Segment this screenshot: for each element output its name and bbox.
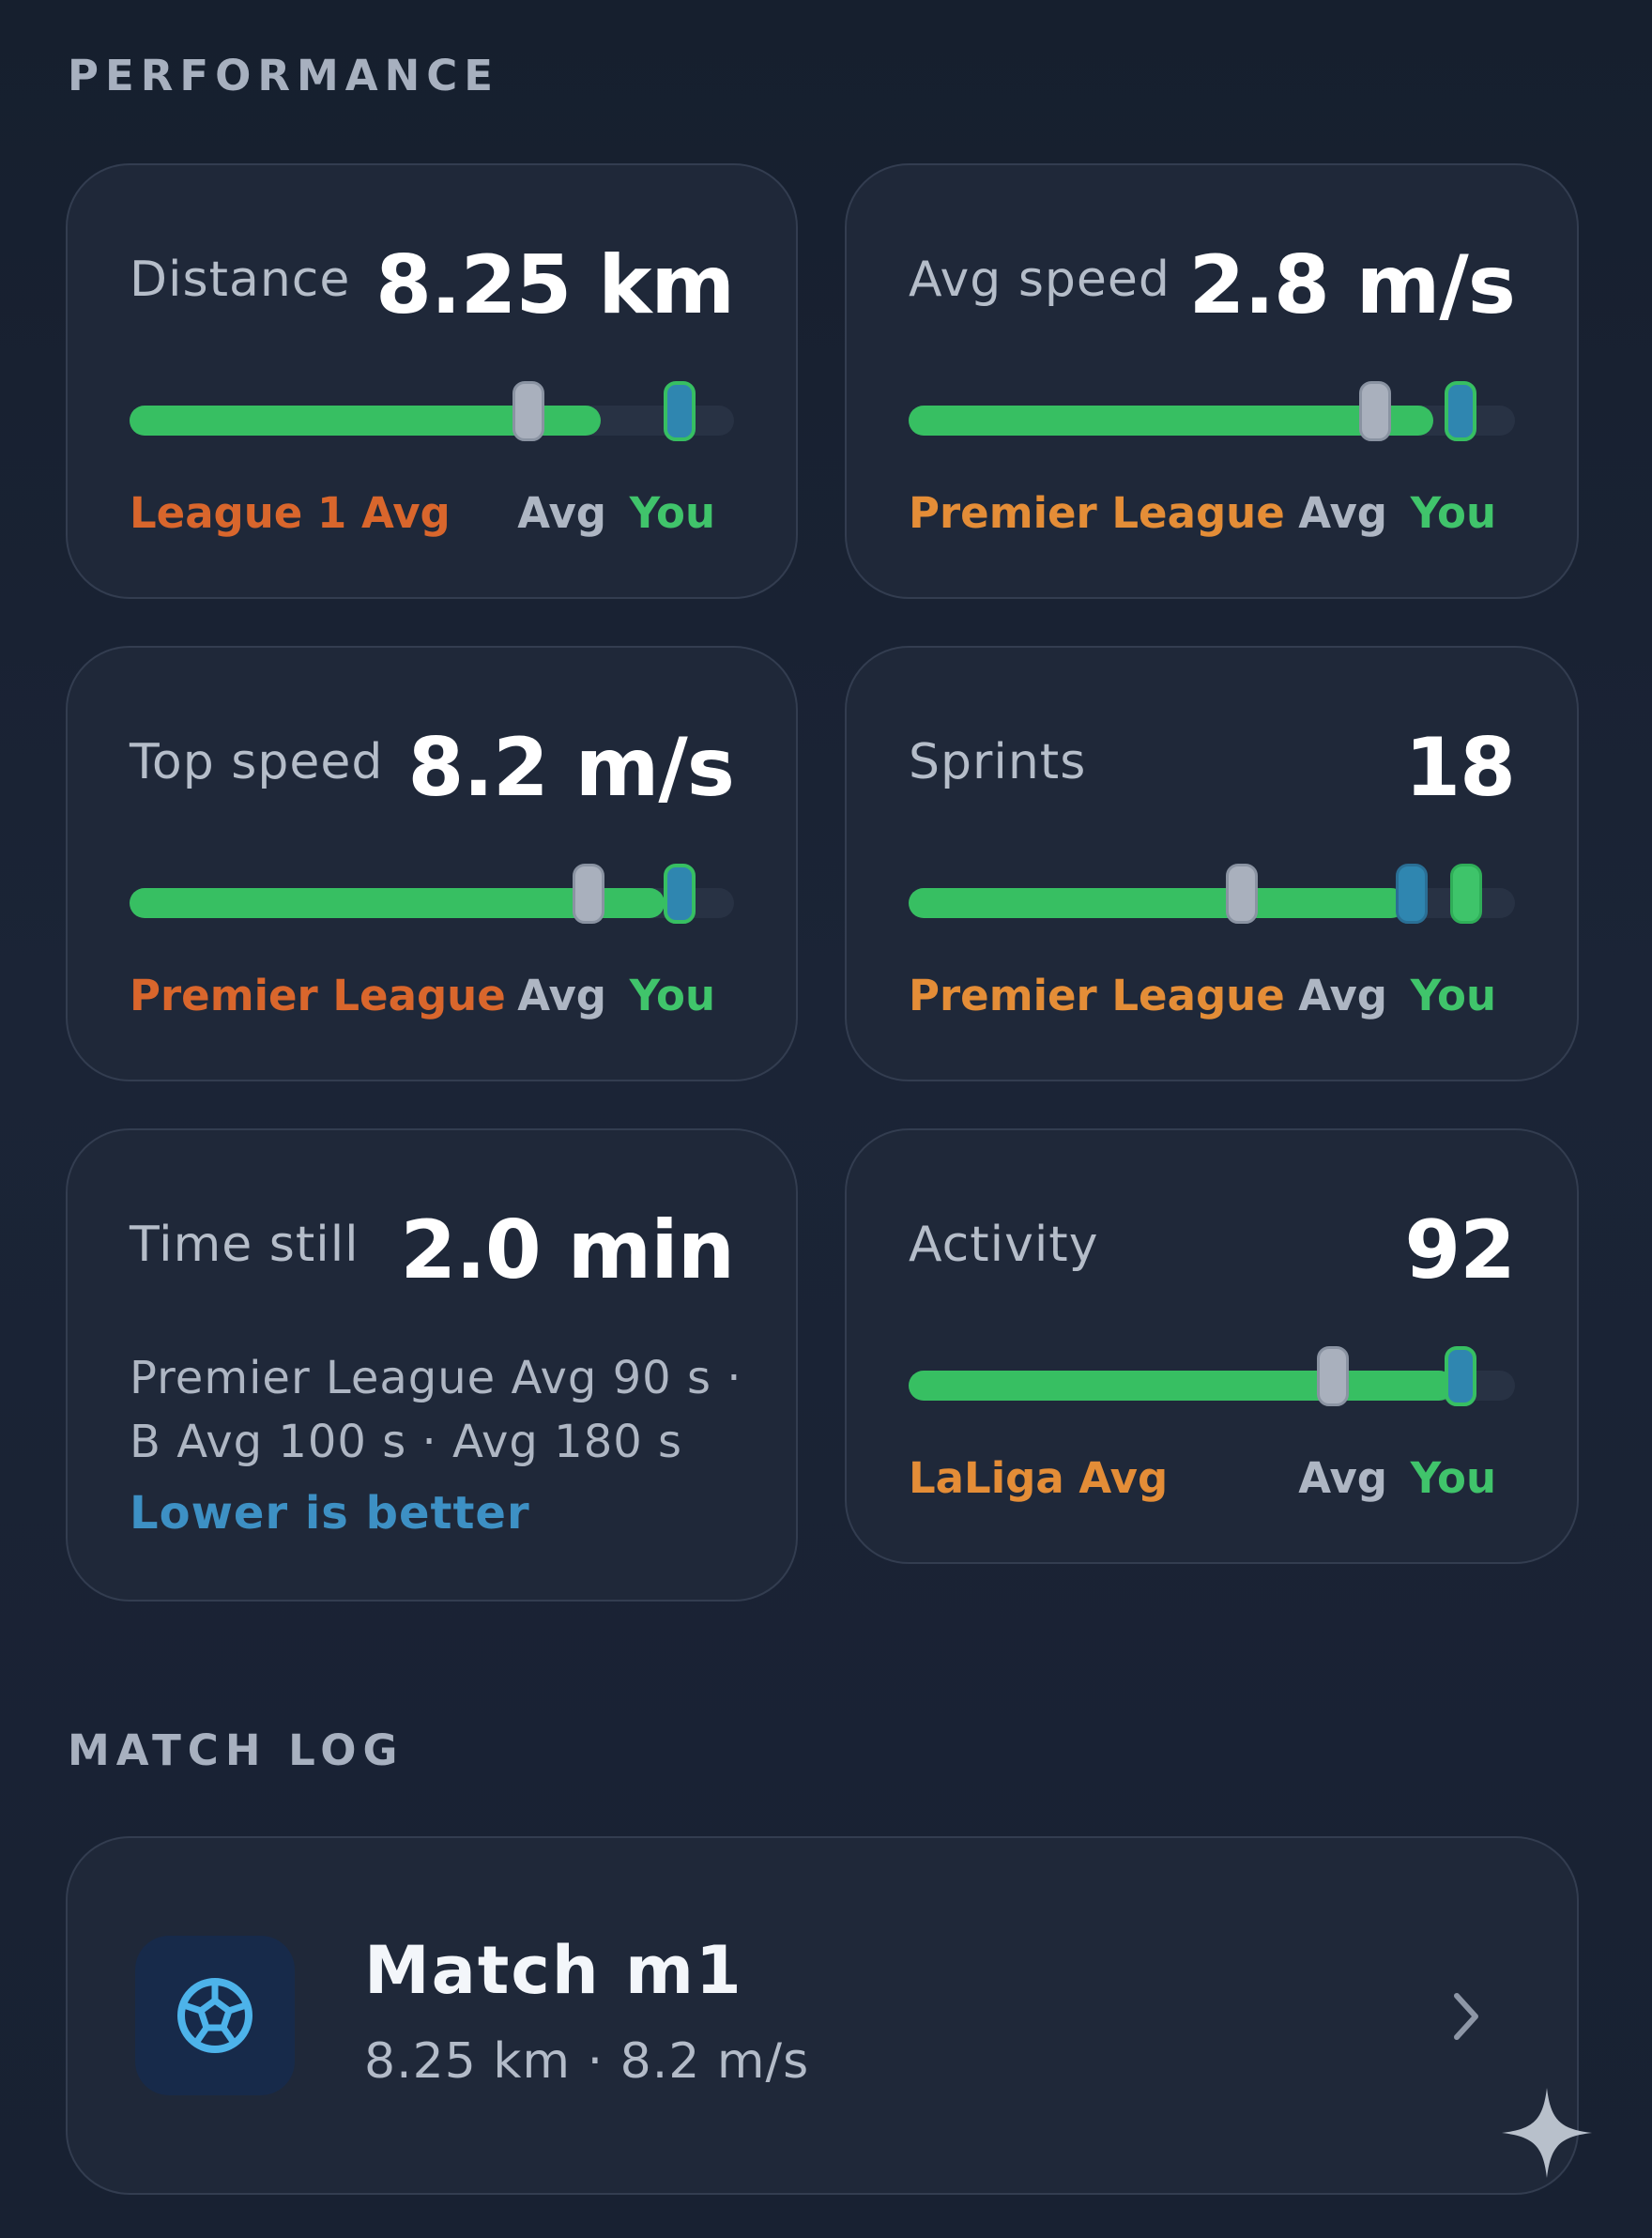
sprints-bar xyxy=(909,864,1515,924)
sprints-legend: Premier League Avg You xyxy=(909,971,1515,1027)
league-legend-label: LaLiga Avg xyxy=(909,1453,1169,1503)
avg-speed-label: Avg speed xyxy=(909,252,1170,308)
top-speed-bar xyxy=(130,864,734,924)
match-subtitle: 8.25 km · 8.2 m/s xyxy=(364,2033,810,2090)
league-legend-label: Premier League xyxy=(909,971,1285,1020)
you-legend-label: You xyxy=(1410,1453,1496,1503)
performance-section-title: PERFORMANCE xyxy=(68,51,500,100)
you-legend-label: You xyxy=(1410,488,1496,538)
time-still-description: Premier League Avg 90 s · B Avg 100 s · … xyxy=(130,1352,742,1468)
top-speed-label: Top speed xyxy=(130,734,384,790)
activity-bar-fill xyxy=(909,1371,1455,1401)
sprints-value: 18 xyxy=(1404,721,1516,815)
you-legend-label: You xyxy=(629,488,715,538)
time-still-label: Time still xyxy=(130,1217,359,1273)
time-still-card[interactable]: Time still 2.0 min Premier League Avg 90… xyxy=(66,1128,798,1602)
match-log-section-title: MATCH LOG xyxy=(68,1725,405,1775)
you-marker xyxy=(1450,864,1483,924)
activity-card[interactable]: Activity 92 LaLiga Avg Avg You xyxy=(845,1128,1579,1564)
you-marker xyxy=(664,864,696,924)
avg-speed-card[interactable]: Avg speed 2.8 m/s Premier League Avg You xyxy=(845,163,1579,599)
league-marker xyxy=(1226,864,1259,924)
league-legend-label: Premier League xyxy=(130,971,506,1020)
activity-legend: LaLiga Avg Avg You xyxy=(909,1453,1515,1510)
match-icon-tile xyxy=(135,1936,295,2095)
you-legend-label: You xyxy=(629,971,715,1020)
chevron-right-icon[interactable] xyxy=(1449,1990,1483,2043)
you-legend-label: You xyxy=(1410,971,1496,1020)
avg-speed-legend: Premier League Avg You xyxy=(909,488,1515,544)
avg-legend-label: Avg xyxy=(517,488,606,538)
top-speed-legend: Premier League Avg You xyxy=(130,971,734,1027)
league-marker xyxy=(1359,381,1392,441)
league-marker xyxy=(573,864,605,924)
activity-bar xyxy=(909,1346,1515,1406)
avg-speed-value: 2.8 m/s xyxy=(1188,238,1516,332)
sprints-bar-fill xyxy=(909,888,1406,918)
league-legend-label: League 1 Avg xyxy=(130,488,451,538)
match-log-item[interactable]: Match m1 8.25 km · 8.2 m/s xyxy=(66,1836,1579,2195)
time-still-value: 2.0 min xyxy=(400,1203,735,1297)
activity-value: 92 xyxy=(1404,1203,1516,1297)
league-marker xyxy=(512,381,545,441)
sparkle-icon[interactable] xyxy=(1500,2086,1594,2180)
sprints-card[interactable]: Sprints 18 Premier League Avg You xyxy=(845,646,1579,1081)
league-marker xyxy=(1317,1346,1350,1406)
avg-speed-bar xyxy=(909,381,1515,441)
distance-legend: League 1 Avg Avg You xyxy=(130,488,734,544)
soccer-ball-icon xyxy=(177,1978,252,2053)
top-speed-value: 8.2 m/s xyxy=(407,721,735,815)
distance-card[interactable]: Distance 8.25 km League 1 Avg Avg You xyxy=(66,163,798,599)
you-marker xyxy=(1444,381,1476,441)
you-marker xyxy=(664,381,696,441)
avg-legend-label: Avg xyxy=(1298,971,1387,1020)
you-marker xyxy=(1444,1346,1476,1406)
distance-label: Distance xyxy=(130,252,351,308)
avg-legend-label: Avg xyxy=(1298,1453,1387,1503)
match-title: Match m1 xyxy=(364,1932,743,2009)
activity-label: Activity xyxy=(909,1217,1099,1273)
avg-legend-label: Avg xyxy=(517,971,606,1020)
top-speed-card[interactable]: Top speed 8.2 m/s Premier League Avg You xyxy=(66,646,798,1081)
avg-speed-bar-fill xyxy=(909,406,1433,436)
distance-value: 8.25 km xyxy=(375,238,735,332)
sprints-label: Sprints xyxy=(909,734,1087,790)
distance-bar xyxy=(130,381,734,441)
league-legend-label: Premier League xyxy=(909,488,1285,538)
lower-is-better-note: Lower is better xyxy=(130,1487,530,1540)
avg-legend-label: Avg xyxy=(1298,488,1387,538)
avg-marker xyxy=(1396,864,1429,924)
